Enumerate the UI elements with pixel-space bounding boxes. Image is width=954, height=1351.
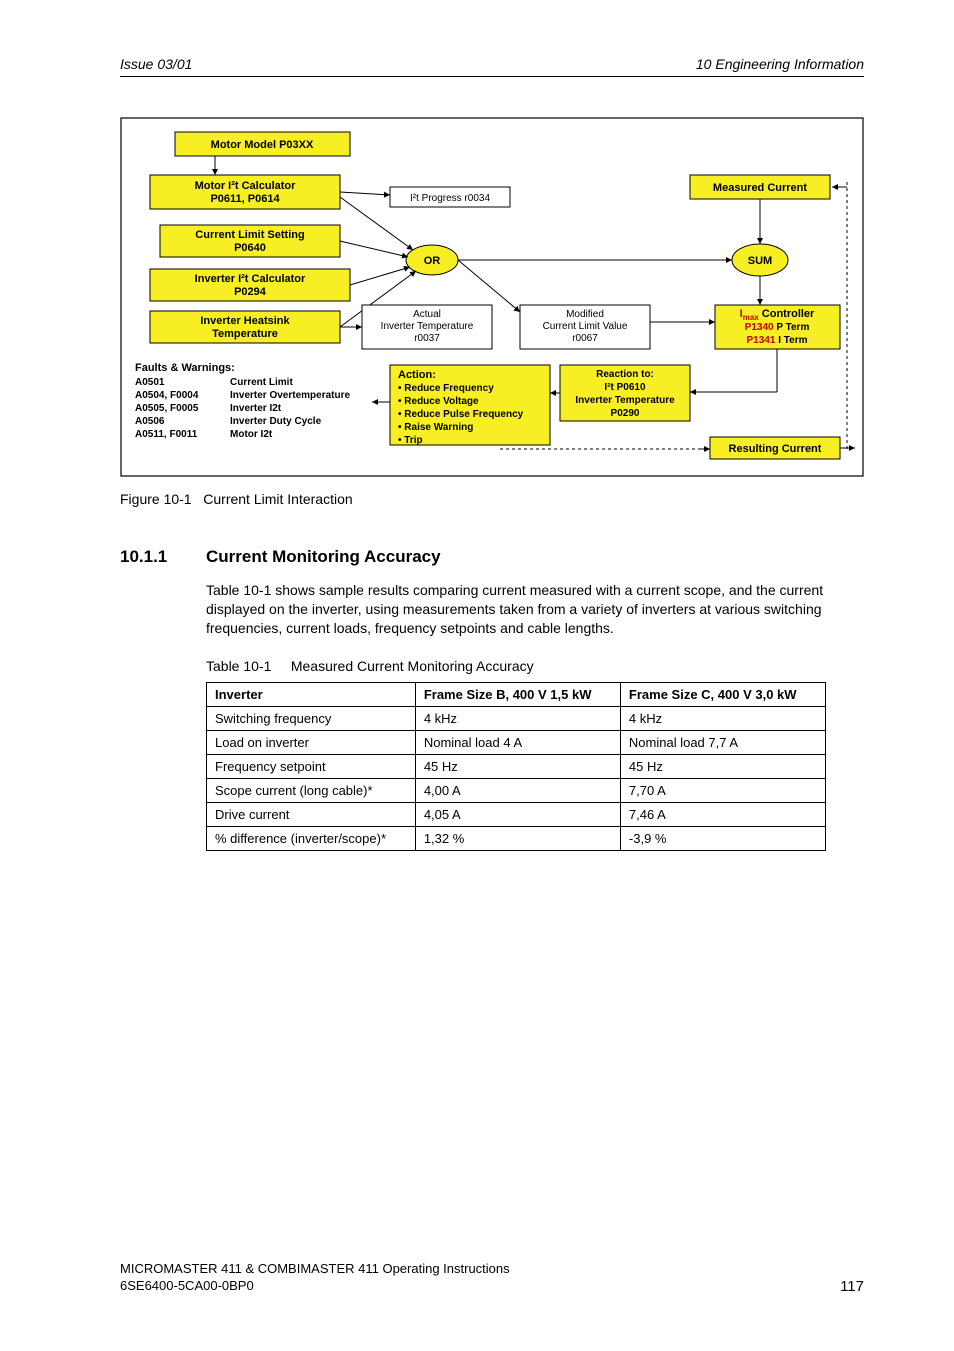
- cell: 7,70 A: [620, 778, 825, 802]
- svg-text:• Reduce Voltage: • Reduce Voltage: [398, 396, 479, 407]
- svg-text:I²t Progress r0034: I²t Progress r0034: [410, 193, 490, 204]
- cell: Frequency setpoint: [207, 754, 416, 778]
- svg-text:A0511, F0011: A0511, F0011: [135, 429, 198, 440]
- page-number: 117: [840, 1278, 864, 1295]
- cell: 4 kHz: [415, 706, 620, 730]
- col-header: Frame Size C, 400 V 3,0 kW: [620, 682, 825, 706]
- section-number: 10.1.1: [120, 547, 182, 567]
- table-row: Load on inverter Nominal load 4 A Nomina…: [207, 730, 826, 754]
- col-header: Inverter: [207, 682, 416, 706]
- body-paragraph: Table 10-1 shows sample results comparin…: [206, 581, 864, 638]
- svg-text:Current Limit: Current Limit: [230, 377, 293, 388]
- svg-text:Current Limit Setting: Current Limit Setting: [195, 229, 304, 241]
- svg-text:Reaction to:: Reaction to:: [596, 369, 654, 380]
- svg-text:Motor I²t Calculator: Motor I²t Calculator: [195, 180, 297, 192]
- accuracy-table: Inverter Frame Size B, 400 V 1,5 kW Fram…: [206, 682, 826, 851]
- svg-text:• Raise Warning: • Raise Warning: [398, 422, 473, 433]
- table-caption-text: Measured Current Monitoring Accuracy: [291, 658, 534, 674]
- svg-text:Motor Model P03XX: Motor Model P03XX: [211, 139, 314, 151]
- footer-line1: MICROMASTER 411 & COMBIMASTER 411 Operat…: [120, 1261, 510, 1278]
- svg-text:Modified: Modified: [566, 309, 604, 320]
- svg-text:Current Limit Value: Current Limit Value: [543, 321, 628, 332]
- page-header: Issue 03/01 10 Engineering Information: [120, 56, 864, 72]
- page-footer: MICROMASTER 411 & COMBIMASTER 411 Operat…: [120, 1261, 864, 1295]
- table-number: Table 10-1: [206, 658, 271, 674]
- svg-text:r0067: r0067: [572, 333, 598, 344]
- table-row: Frequency setpoint 45 Hz 45 Hz: [207, 754, 826, 778]
- cell: 4,05 A: [415, 802, 620, 826]
- svg-text:P0611, P0614: P0611, P0614: [210, 193, 280, 205]
- figure-text: Current Limit Interaction: [203, 491, 352, 507]
- svg-text:A0504, F0004: A0504, F0004: [135, 390, 199, 401]
- cell: 45 Hz: [415, 754, 620, 778]
- svg-text:Temperature: Temperature: [212, 328, 278, 340]
- cell: % difference (inverter/scope)*: [207, 826, 416, 850]
- table-row: Scope current (long cable)* 4,00 A 7,70 …: [207, 778, 826, 802]
- cell: Load on inverter: [207, 730, 416, 754]
- header-right: 10 Engineering Information: [696, 56, 864, 72]
- svg-text:Inverter I2t: Inverter I2t: [230, 403, 282, 414]
- svg-text:SUM: SUM: [748, 255, 772, 267]
- svg-text:Motor I2t: Motor I2t: [230, 429, 273, 440]
- section-title: Current Monitoring Accuracy: [206, 547, 441, 567]
- svg-text:A0505, F0005: A0505, F0005: [135, 403, 199, 414]
- svg-text:Inverter Heatsink: Inverter Heatsink: [200, 315, 290, 327]
- cell: -3,9 %: [620, 826, 825, 850]
- svg-text:P0294: P0294: [234, 286, 267, 298]
- cell: Switching frequency: [207, 706, 416, 730]
- section-heading: 10.1.1 Current Monitoring Accuracy: [120, 547, 864, 567]
- header-rule: [120, 76, 864, 77]
- table-header-row: Inverter Frame Size B, 400 V 1,5 kW Fram…: [207, 682, 826, 706]
- svg-text:Actual: Actual: [413, 309, 441, 320]
- figure-number: Figure 10-1: [120, 491, 192, 507]
- svg-text:Inverter Duty Cycle: Inverter Duty Cycle: [230, 416, 322, 427]
- svg-text:Action:: Action:: [398, 369, 436, 381]
- flow-diagram: Motor Model P03XX Motor I²t Calculator P…: [120, 117, 864, 477]
- svg-text:P0290: P0290: [611, 408, 640, 419]
- svg-text:A0501: A0501: [135, 377, 165, 388]
- cell: Nominal load 4 A: [415, 730, 620, 754]
- table-row: Switching frequency 4 kHz 4 kHz: [207, 706, 826, 730]
- svg-text:Measured Current: Measured Current: [713, 182, 807, 194]
- cell: 4 kHz: [620, 706, 825, 730]
- svg-text:• Reduce Frequency: • Reduce Frequency: [398, 383, 494, 394]
- svg-text:A0506: A0506: [135, 416, 165, 427]
- svg-text:Inverter Overtemperature: Inverter Overtemperature: [230, 390, 350, 401]
- table-row: Drive current 4,05 A 7,46 A: [207, 802, 826, 826]
- svg-text:Inverter Temperature: Inverter Temperature: [381, 321, 474, 332]
- svg-text:P1340 P Term: P1340 P Term: [745, 322, 810, 333]
- cell: 1,32 %: [415, 826, 620, 850]
- svg-text:• Reduce Pulse Frequency: • Reduce Pulse Frequency: [398, 409, 524, 420]
- svg-text:Inverter Temperature: Inverter Temperature: [575, 395, 675, 406]
- cell: 45 Hz: [620, 754, 825, 778]
- svg-text:Resulting Current: Resulting Current: [729, 443, 822, 455]
- svg-text:P0640: P0640: [234, 242, 266, 254]
- cell: 4,00 A: [415, 778, 620, 802]
- footer-line2: 6SE6400-5CA00-0BP0: [120, 1278, 510, 1295]
- cell: 7,46 A: [620, 802, 825, 826]
- svg-text:Inverter I²t Calculator: Inverter I²t Calculator: [195, 273, 306, 285]
- cell: Drive current: [207, 802, 416, 826]
- cell: Nominal load 7,7 A: [620, 730, 825, 754]
- svg-text:Faults & Warnings:: Faults & Warnings:: [135, 362, 235, 374]
- svg-text:• Trip: • Trip: [398, 435, 423, 446]
- table-caption: Table 10-1 Measured Current Monitoring A…: [206, 658, 864, 674]
- svg-text:OR: OR: [424, 255, 441, 267]
- col-header: Frame Size B, 400 V 1,5 kW: [415, 682, 620, 706]
- header-left: Issue 03/01: [120, 56, 192, 72]
- svg-text:r0037: r0037: [414, 333, 440, 344]
- svg-text:P1341 I Term: P1341 I Term: [747, 335, 808, 346]
- table-row: % difference (inverter/scope)* 1,32 % -3…: [207, 826, 826, 850]
- cell: Scope current (long cable)*: [207, 778, 416, 802]
- figure-caption: Figure 10-1 Current Limit Interaction: [120, 491, 864, 507]
- svg-text:I²t P0610: I²t P0610: [604, 382, 646, 393]
- footer-left: MICROMASTER 411 & COMBIMASTER 411 Operat…: [120, 1261, 510, 1295]
